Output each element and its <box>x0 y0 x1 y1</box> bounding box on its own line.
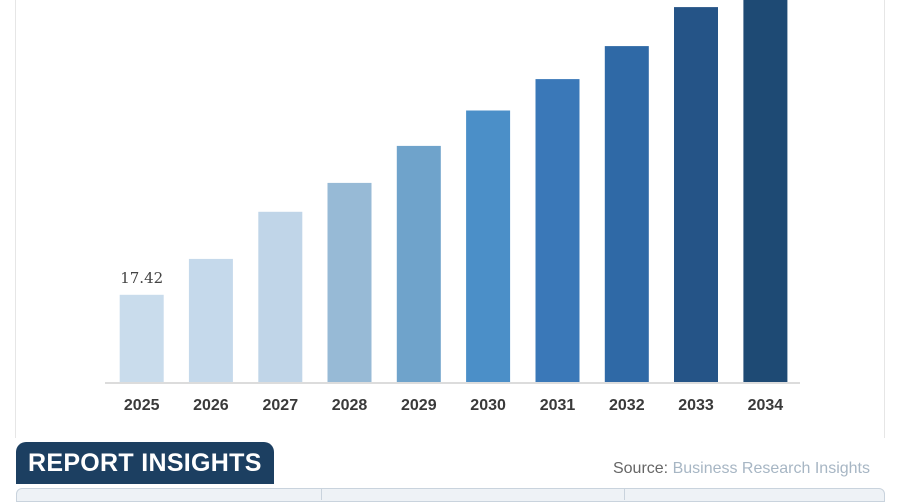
bar-2031 <box>535 79 580 383</box>
x-tick-label-2029: 2029 <box>401 397 437 414</box>
x-tick-label-2032: 2032 <box>609 397 645 414</box>
x-tick-label-2026: 2026 <box>193 397 229 414</box>
bar-2026 <box>188 258 233 383</box>
table-column-divider <box>321 488 322 500</box>
data-label-2025: 17.42 <box>120 269 163 287</box>
bar-2028 <box>327 182 372 383</box>
frame-border-left <box>15 0 16 438</box>
table-column-divider <box>624 488 625 500</box>
source-name[interactable]: Business Research Insights <box>672 460 870 477</box>
x-tick-label-2028: 2028 <box>332 397 368 414</box>
bars-layer <box>119 0 788 383</box>
bar-2033 <box>674 7 718 383</box>
bar-2027 <box>258 211 303 383</box>
report-insights-tab[interactable]: REPORT INSIGHTS <box>16 442 274 484</box>
frame-border-right <box>884 0 885 438</box>
bar-chart: 2025 2026 2027 2028 2029 2030 2031 2032 2033 2034… <box>105 0 800 414</box>
x-tick-label-2027: 2027 <box>263 397 299 414</box>
bar-2029 <box>396 145 441 383</box>
bar-2034 <box>743 0 788 383</box>
source-prefix: Source: <box>612 460 673 477</box>
x-tick-label-2031: 2031 <box>540 397 576 414</box>
x-tick-label-2030: 2030 <box>470 397 506 414</box>
data-labels: 17.42 <box>120 269 163 287</box>
bar-2025 <box>119 294 164 383</box>
x-tick-label-2034: 2034 <box>748 397 784 414</box>
x-tick-label-2033: 2033 <box>678 397 714 414</box>
bar-2032 <box>604 46 649 383</box>
x-tick-labels: 2025 2026 2027 2028 2029 2030 2031 2032 2033 2034 <box>124 397 783 414</box>
x-tick-label-2025: 2025 <box>124 397 160 414</box>
source-credit: Source: Business Research Insights <box>540 460 870 478</box>
bar-2030 <box>466 110 511 383</box>
